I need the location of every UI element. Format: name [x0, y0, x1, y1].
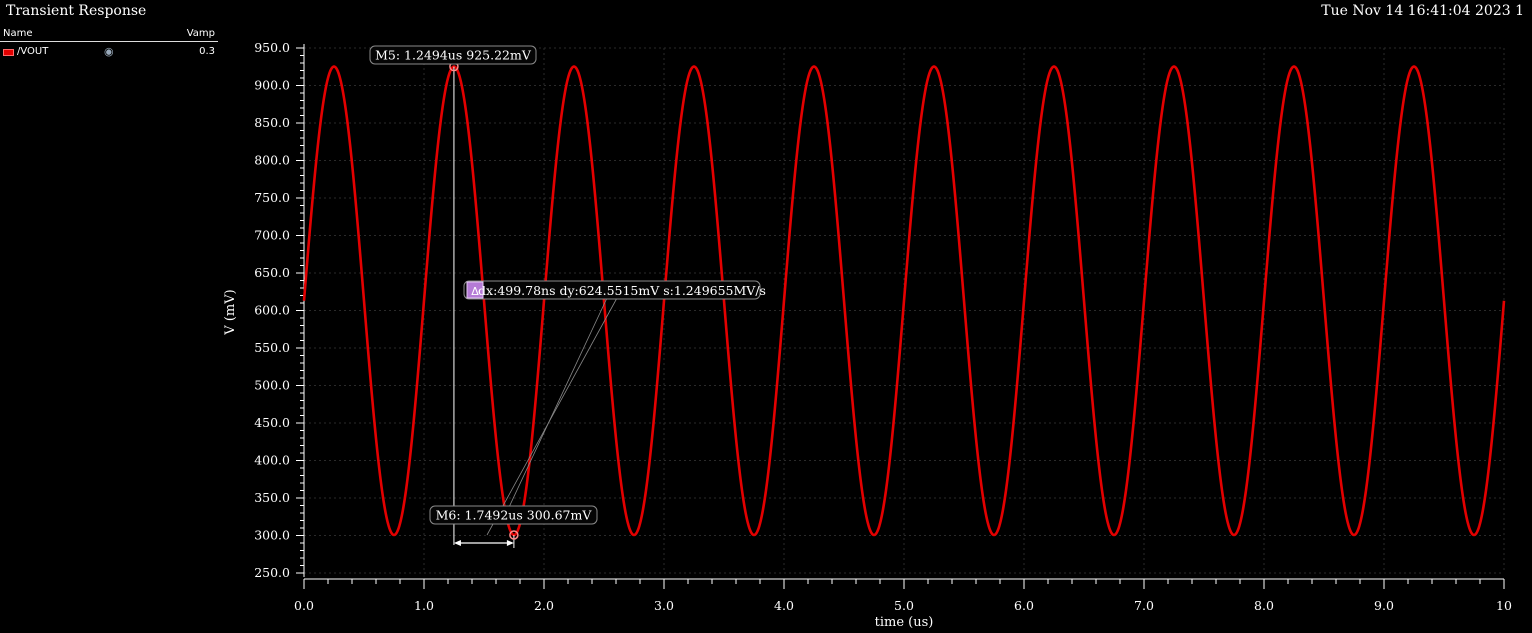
legend-item-name: /VOUT: [17, 46, 49, 57]
legend-color-swatch: [3, 49, 14, 56]
delta-label-box: [463, 280, 761, 300]
x-tick-labels: 0.0 1.0 2.0 3.0 4.0 5.0 6.0 7.0 8.0 9.0 10: [294, 598, 1512, 613]
y-tick-label: 650.0: [254, 265, 290, 280]
legend-item-vout[interactable]: /VOUT ◉ 0.3: [0, 42, 218, 62]
x-axis-label: time (us): [875, 615, 934, 630]
y-tick-label: 500.0: [254, 378, 290, 393]
y-tick-label: 400.0: [254, 453, 290, 468]
marker-m6-label-box: [429, 505, 598, 525]
x-tick-label: 3.0: [654, 598, 674, 613]
legend-item-value: 0.3: [199, 46, 215, 57]
x-tick-label: 10: [1496, 598, 1512, 613]
eye-icon[interactable]: ◉: [104, 45, 114, 58]
x-tick-label: 8.0: [1254, 598, 1274, 613]
marker-m6-label: M6: 1.7492us 300.67mV: [429, 505, 598, 525]
delta-arrow-right: [506, 540, 514, 546]
x-tick-label: 5.0: [894, 598, 914, 613]
x-tick-label: 7.0: [1134, 598, 1154, 613]
y-tick-label: 600.0: [254, 303, 290, 318]
y-tick-label: 450.0: [254, 415, 290, 430]
window-title: Transient Response: [6, 3, 147, 19]
delta-symbol: Δ: [471, 285, 479, 298]
y-tick-label: 800.0: [254, 153, 290, 168]
y-tick-label: 350.0: [254, 490, 290, 505]
y-tick-label: 850.0: [254, 115, 290, 130]
legend-header: Name Vamp: [0, 27, 218, 42]
y-tick-label: 300.0: [254, 528, 290, 543]
y-tick-label: 700.0: [254, 228, 290, 243]
x-tick-label: 1.0: [414, 598, 434, 613]
y-tick-label: 250.0: [254, 565, 290, 580]
delta-leader-line: [502, 297, 608, 521]
x-tick-label: 4.0: [774, 598, 794, 613]
legend-panel: Name Vamp /VOUT ◉ 0.3: [0, 27, 218, 62]
x-tick-label: 0.0: [294, 598, 314, 613]
delta-icon: [466, 281, 484, 299]
marker-m5-label: M5: 1.2494us 925.22mV: [369, 45, 537, 65]
marker-m5-label-text: M5: 1.2494us 925.22mV: [375, 48, 532, 63]
x-tick-label: 6.0: [1014, 598, 1034, 613]
delta-arrow-left: [453, 540, 461, 546]
y-tick-label: 950.0: [254, 40, 290, 55]
grid-lines: [303, 47, 1505, 574]
marker-m6-label-text: M6: 1.7492us 300.67mV: [436, 508, 593, 523]
y-tick-label: 750.0: [254, 190, 290, 205]
marker-m6-point: [509, 530, 519, 540]
delta-label-text: dx:499.78ns dy:624.5515mV s:1.249655MV/s: [478, 283, 766, 298]
x-tick-label: 2.0: [534, 598, 554, 613]
legend-name-header: Name: [3, 28, 33, 39]
x-tick-label: 9.0: [1374, 598, 1394, 613]
axes: [296, 44, 1505, 589]
y-axis-label: V (mV): [223, 289, 238, 335]
marker-layer: M5: 1.2494us 925.22mV M6: 1.7492us 300.67…: [369, 45, 766, 548]
y-tick-label: 900.0: [254, 78, 290, 93]
y-tick-label: 550.0: [254, 340, 290, 355]
marker-m5-label-box: [369, 45, 537, 65]
timestamp: Tue Nov 14 16:41:04 2023 1: [1321, 3, 1524, 19]
delta-leader-line: [486, 297, 618, 536]
legend-value-header: Vamp: [186, 28, 215, 39]
y-tick-labels: 250.0 300.0 350.0 400.0 450.0 500.0 550.0 600.0…: [254, 40, 290, 580]
